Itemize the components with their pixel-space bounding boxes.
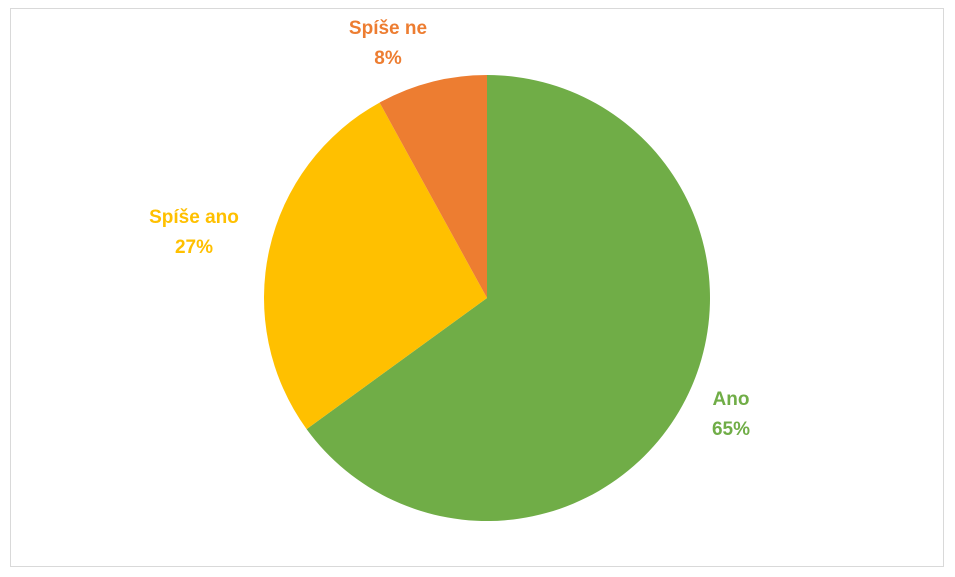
slice-label-percent: 27% — [175, 237, 213, 258]
pie-chart: Ano 65% Spíše ano 27% Spíše ne 8% — [149, 18, 750, 521]
slice-label-category: Spíše ano — [149, 207, 239, 228]
slice-label-category: Ano — [713, 389, 750, 410]
pie-slice-spíše-ne — [379, 75, 487, 298]
slice-label-percent: 65% — [712, 419, 750, 440]
pie-slice-spíše-ano — [264, 102, 487, 430]
pie-slice-ano — [306, 75, 711, 521]
chart-area: Ano 65% Spíše ano 27% Spíše ne 8% — [10, 8, 944, 567]
slice-label-percent: 8% — [374, 48, 402, 69]
slice-label-category: Spíše ne — [349, 18, 427, 39]
